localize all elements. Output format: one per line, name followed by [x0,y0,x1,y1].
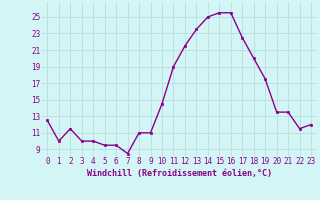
X-axis label: Windchill (Refroidissement éolien,°C): Windchill (Refroidissement éolien,°C) [87,169,272,178]
